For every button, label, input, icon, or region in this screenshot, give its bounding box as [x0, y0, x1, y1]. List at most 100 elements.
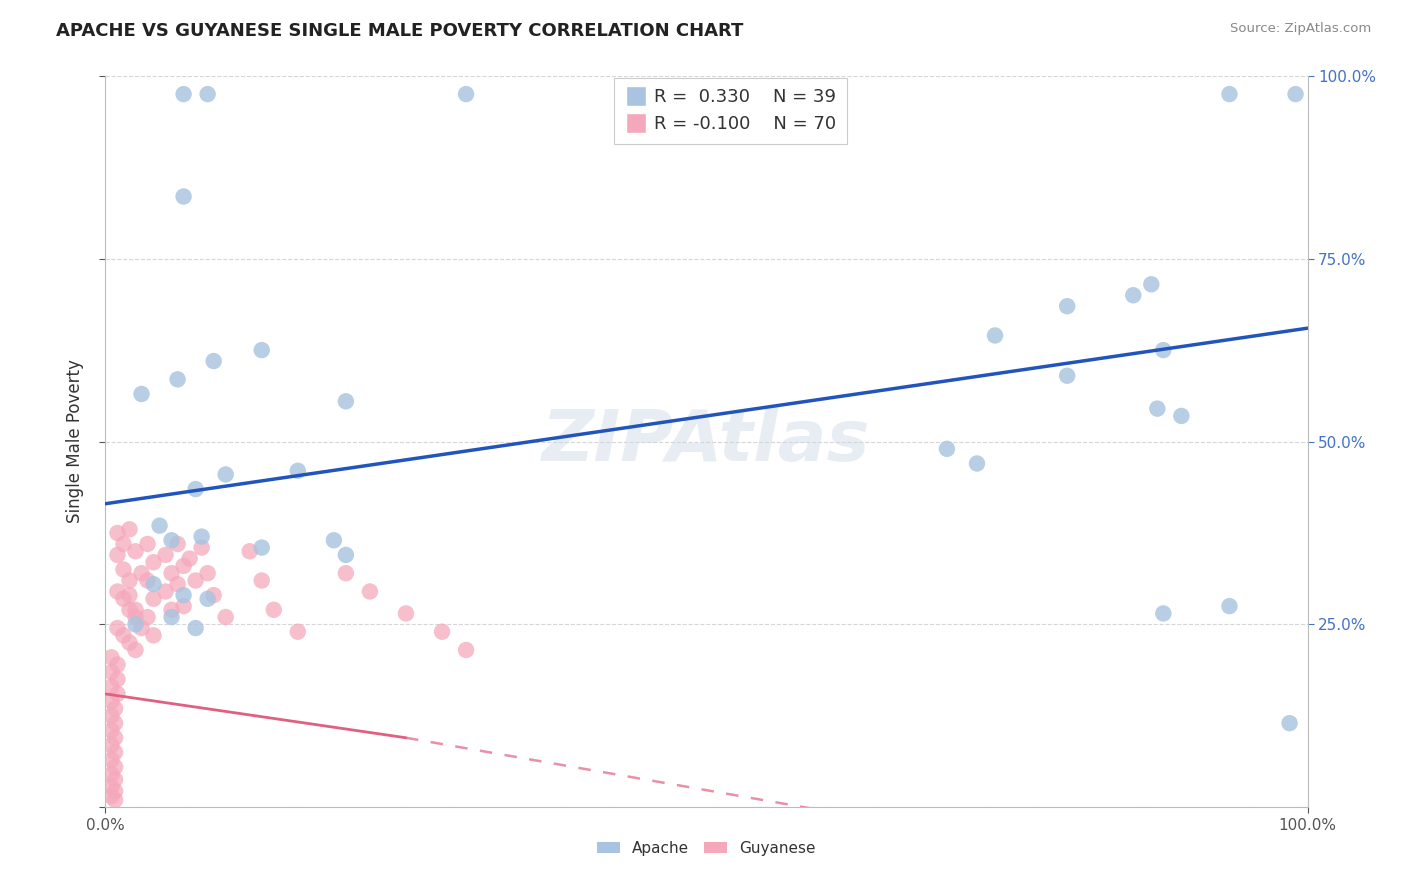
Point — [100, 789, 122, 804]
Point — [322, 533, 344, 548]
Point — [104, 784, 127, 798]
Point — [287, 624, 309, 639]
Point — [190, 541, 212, 555]
Point — [936, 442, 959, 456]
Point — [142, 591, 165, 606]
Point — [118, 635, 141, 649]
Point — [202, 588, 225, 602]
Point — [250, 574, 273, 588]
Point — [136, 574, 159, 588]
Point — [430, 624, 453, 639]
Point — [160, 533, 183, 548]
Point — [166, 372, 188, 386]
Point — [104, 793, 127, 807]
Point — [100, 694, 122, 708]
Point — [454, 87, 477, 102]
Point — [184, 482, 207, 496]
Point — [100, 723, 122, 738]
Point — [1056, 368, 1078, 383]
Point — [100, 738, 122, 752]
Point — [160, 610, 183, 624]
Point — [118, 603, 141, 617]
Point — [131, 621, 153, 635]
Point — [100, 753, 122, 767]
Point — [107, 687, 129, 701]
Point — [1278, 716, 1301, 731]
Point — [1218, 87, 1240, 102]
Point — [1122, 288, 1144, 302]
Point — [107, 526, 129, 541]
Point — [1140, 277, 1163, 292]
Point — [166, 537, 188, 551]
Point — [190, 530, 212, 544]
Y-axis label: Single Male Poverty: Single Male Poverty — [66, 359, 84, 524]
Point — [214, 467, 236, 482]
Point — [250, 541, 273, 555]
Point — [104, 716, 127, 731]
Point — [112, 537, 135, 551]
Point — [335, 548, 357, 562]
Point — [100, 665, 122, 679]
Point — [263, 603, 285, 617]
Point — [112, 563, 135, 577]
Point — [155, 584, 177, 599]
Point — [250, 343, 273, 358]
Point — [104, 746, 127, 760]
Point — [124, 610, 146, 624]
Point — [1170, 409, 1192, 423]
Point — [335, 394, 357, 409]
Text: ZIPAtlas: ZIPAtlas — [543, 407, 870, 476]
Point — [118, 574, 141, 588]
Point — [124, 643, 146, 657]
Point — [1146, 401, 1168, 416]
Point — [142, 577, 165, 591]
Point — [107, 548, 129, 562]
Point — [124, 544, 146, 558]
Point — [166, 577, 188, 591]
Point — [1284, 87, 1306, 102]
Point — [100, 767, 122, 781]
Point — [173, 599, 195, 614]
Point — [173, 588, 195, 602]
Point — [173, 189, 195, 203]
Point — [100, 680, 122, 694]
Point — [124, 617, 146, 632]
Point — [1152, 343, 1174, 358]
Point — [148, 518, 170, 533]
Point — [184, 621, 207, 635]
Legend: Apache, Guyanese: Apache, Guyanese — [591, 835, 823, 862]
Point — [104, 731, 127, 745]
Point — [160, 603, 183, 617]
Point — [100, 708, 122, 723]
Point — [197, 591, 219, 606]
Point — [1152, 607, 1174, 621]
Point — [124, 603, 146, 617]
Point — [131, 566, 153, 581]
Point — [100, 650, 122, 665]
Point — [104, 760, 127, 774]
Point — [239, 544, 262, 558]
Point — [112, 628, 135, 642]
Text: Source: ZipAtlas.com: Source: ZipAtlas.com — [1230, 22, 1371, 36]
Point — [136, 537, 159, 551]
Point — [335, 566, 357, 581]
Point — [395, 607, 418, 621]
Point — [131, 387, 153, 401]
Point — [107, 584, 129, 599]
Point — [104, 772, 127, 787]
Point — [173, 87, 195, 102]
Text: APACHE VS GUYANESE SINGLE MALE POVERTY CORRELATION CHART: APACHE VS GUYANESE SINGLE MALE POVERTY C… — [56, 22, 744, 40]
Point — [142, 628, 165, 642]
Point — [454, 643, 477, 657]
Point — [966, 457, 988, 471]
Point — [107, 673, 129, 687]
Point — [202, 354, 225, 368]
Point — [142, 555, 165, 569]
Point — [112, 591, 135, 606]
Point — [136, 610, 159, 624]
Point — [287, 464, 309, 478]
Point — [1056, 299, 1078, 313]
Point — [118, 522, 141, 536]
Point — [173, 558, 195, 573]
Point — [984, 328, 1007, 343]
